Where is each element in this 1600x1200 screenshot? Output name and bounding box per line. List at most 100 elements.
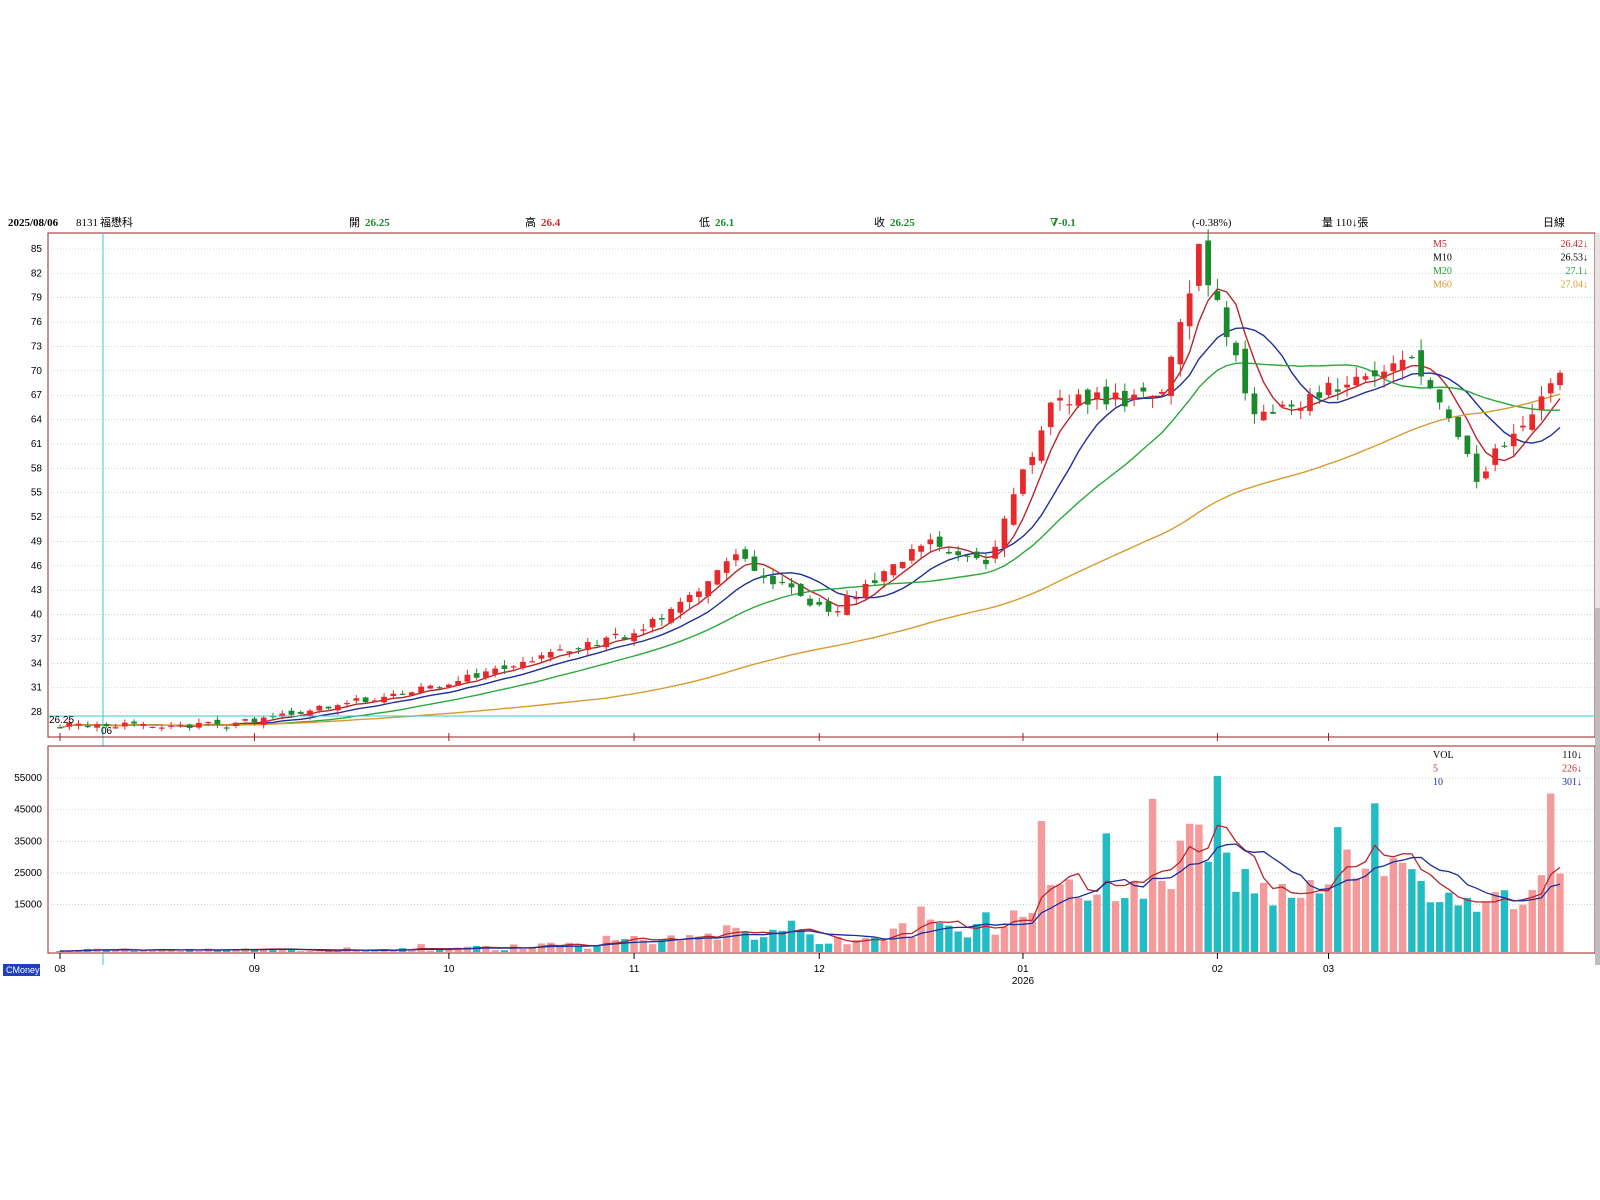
candle-body [121, 722, 128, 727]
candle [649, 617, 656, 633]
candle [362, 696, 369, 704]
volume-bar [1222, 852, 1231, 952]
candle [1371, 361, 1378, 387]
candle [242, 718, 249, 722]
candle [1001, 515, 1008, 558]
info-bar: 2025/08/06 8131 福懋科 開 26.25 高 26.4 低 26.… [8, 215, 1565, 229]
volume-bar [1547, 793, 1555, 952]
candle-body [797, 583, 804, 596]
candle [1464, 435, 1471, 457]
candle [260, 716, 267, 729]
stock-code: 8131 [76, 217, 98, 229]
volume-bar [1065, 879, 1073, 952]
candle-body [1038, 430, 1045, 461]
volume-bar [963, 937, 972, 952]
candle [853, 591, 860, 606]
candle-body [325, 706, 332, 709]
volume-bar [1241, 868, 1249, 952]
candle [344, 700, 350, 708]
volume-bar [408, 950, 416, 952]
candle-body [983, 559, 989, 565]
price-tick-label: 49 [31, 536, 43, 547]
candle-body [1223, 307, 1230, 338]
candle [1307, 387, 1313, 416]
candle-body [1455, 416, 1462, 437]
x-axis: 08 09 10 11 12 01 02 03 2026 [48, 733, 1595, 987]
volume-bar [148, 949, 157, 952]
candle [816, 597, 823, 607]
candle-body [1158, 391, 1165, 394]
candle-body [927, 539, 934, 545]
candle [446, 683, 452, 689]
volume-bar [1158, 880, 1166, 952]
candle-body [66, 722, 73, 727]
candle [464, 669, 471, 683]
candle-body [390, 693, 397, 697]
candle-body [594, 644, 600, 647]
scrollbar[interactable] [1595, 233, 1600, 965]
candle-body [344, 702, 350, 705]
candle-body [557, 649, 563, 651]
price-panel [47, 232, 1596, 738]
candle [1529, 403, 1536, 432]
candle-body [196, 722, 202, 728]
candle-body [1520, 425, 1526, 428]
volume-bar [500, 950, 509, 952]
candle [1270, 404, 1276, 414]
cmoney-badge [3, 964, 40, 976]
candle [862, 579, 869, 601]
scrollbar-thumb[interactable] [1595, 608, 1600, 965]
candle-body [1270, 411, 1276, 414]
candle [520, 657, 526, 671]
candle-body [890, 564, 897, 576]
candle-body [723, 561, 730, 573]
price-tick-label: 58 [31, 463, 43, 474]
candle [566, 651, 573, 658]
candle-body [844, 595, 850, 615]
volume-bar [1482, 901, 1490, 952]
vol-legend-name: 10 [1433, 777, 1443, 788]
candle-body [566, 651, 573, 653]
candle [584, 638, 591, 656]
candle [1223, 300, 1230, 347]
candle [733, 548, 739, 567]
volume-bar [1130, 880, 1138, 952]
legend-name-m5: M5 [1433, 239, 1447, 250]
x-tick-label: 02 [1212, 964, 1224, 975]
candle [1020, 468, 1026, 497]
change-percent: (-0.38%) [1192, 217, 1232, 229]
open-label: 開 [349, 216, 360, 229]
candle-body [1307, 393, 1313, 412]
volume-bar [547, 942, 555, 952]
candle [779, 576, 786, 585]
candle-body [1260, 411, 1267, 421]
candle-body [705, 581, 712, 597]
volume-bar [1056, 884, 1064, 952]
candle-body [649, 618, 656, 628]
price-tick-label: 37 [31, 634, 43, 645]
volume-bar [889, 928, 898, 952]
candle [770, 570, 776, 590]
candle [1066, 394, 1073, 415]
change-value: ∇-0.1 [1050, 217, 1076, 229]
candle [742, 546, 749, 562]
candle-body [760, 575, 767, 578]
volume-bar [176, 950, 185, 952]
candle-body [1075, 394, 1082, 406]
candle-body [621, 637, 628, 640]
candle [936, 531, 943, 552]
candle-body [1094, 392, 1100, 400]
candle [140, 721, 147, 730]
volume-bar [528, 946, 536, 952]
candle [918, 544, 924, 560]
volume-bar [1306, 880, 1314, 952]
volume-bar [926, 919, 935, 952]
volume-bar [880, 940, 888, 952]
candle [1538, 386, 1545, 421]
candle-body [1483, 471, 1489, 479]
candle-body [936, 536, 943, 547]
candle-body [1066, 404, 1073, 406]
candle-body [1427, 380, 1434, 388]
vol-legend-value: 226↓ [1562, 764, 1582, 775]
candle [797, 582, 804, 597]
